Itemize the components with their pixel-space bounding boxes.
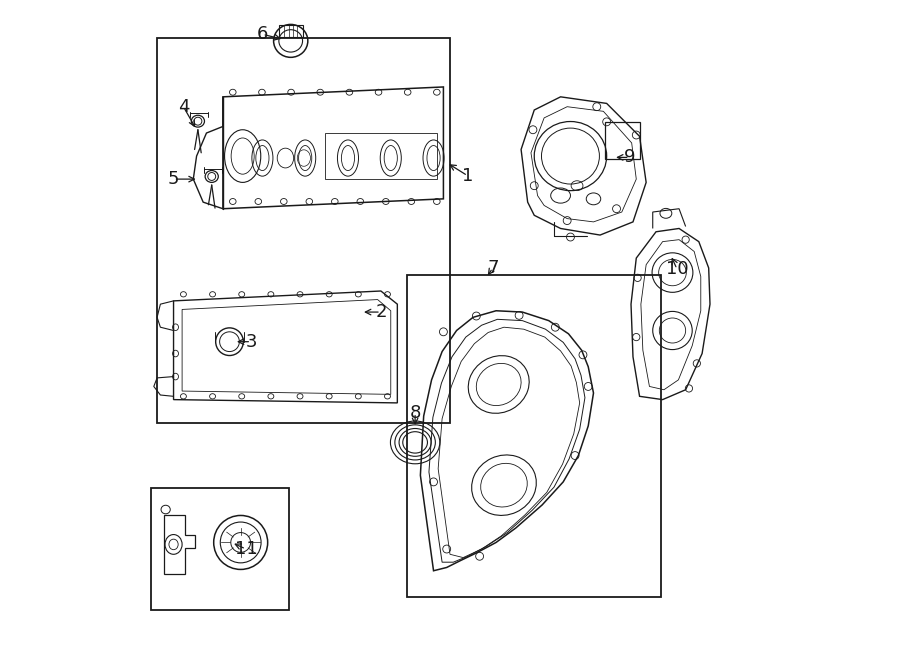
Text: 6: 6 <box>256 25 268 44</box>
Text: 3: 3 <box>246 332 257 351</box>
Text: 1: 1 <box>462 167 473 185</box>
Bar <box>279 25 302 37</box>
Text: 10: 10 <box>666 260 688 278</box>
Text: 4: 4 <box>177 98 189 116</box>
Bar <box>158 38 450 422</box>
Bar <box>407 274 661 597</box>
Text: 9: 9 <box>624 148 635 167</box>
Text: 11: 11 <box>235 540 257 558</box>
Text: 8: 8 <box>410 404 421 422</box>
Bar <box>150 488 289 610</box>
Text: 5: 5 <box>167 170 179 188</box>
Text: 7: 7 <box>487 259 499 277</box>
Text: 2: 2 <box>375 303 387 321</box>
